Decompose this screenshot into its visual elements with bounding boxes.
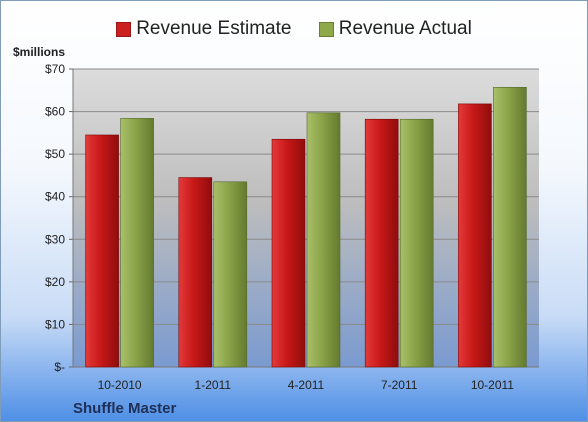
legend-label-estimate: Revenue Estimate (136, 18, 292, 39)
y-tick-label: $60 (45, 105, 65, 119)
y-tick-label: $30 (45, 232, 65, 246)
bar-actual (213, 181, 248, 368)
bar-actual (493, 87, 527, 368)
x-tick-label: 10-2011 (471, 378, 514, 392)
legend-item-actual: Revenue Actual (318, 18, 472, 40)
y-tick-label: $10 (45, 317, 65, 331)
legend: Revenue Estimate Revenue Actual (1, 18, 587, 43)
bar-estimate (85, 134, 119, 368)
bar-actual (399, 118, 434, 368)
legend-label-actual: Revenue Actual (338, 18, 472, 39)
x-tick-label: 7-2011 (381, 378, 418, 392)
legend-swatch-estimate (116, 21, 132, 37)
bar-estimate (178, 177, 213, 368)
x-tick-label: 10-2010 (98, 378, 142, 392)
y-tick-label: $50 (45, 147, 65, 161)
x-tick-label: 1-2011 (195, 378, 232, 392)
bar-actual (306, 112, 341, 368)
x-tick-label: 4-2011 (288, 378, 325, 392)
legend-item-estimate: Revenue Estimate (116, 18, 291, 40)
bar-actual (120, 118, 154, 368)
bar-estimate (364, 118, 399, 368)
bar-estimate (458, 103, 492, 368)
y-tick-label: $40 (45, 190, 65, 204)
bar-estimate (271, 138, 306, 368)
legend-swatch-actual (318, 21, 334, 37)
y-axis-unit-label: $millions (13, 45, 66, 59)
company-label: Shuffle Master (73, 400, 177, 417)
y-tick-label: $70 (45, 62, 65, 76)
y-tick-label: $- (54, 360, 65, 374)
y-tick-label: $20 (45, 275, 65, 289)
